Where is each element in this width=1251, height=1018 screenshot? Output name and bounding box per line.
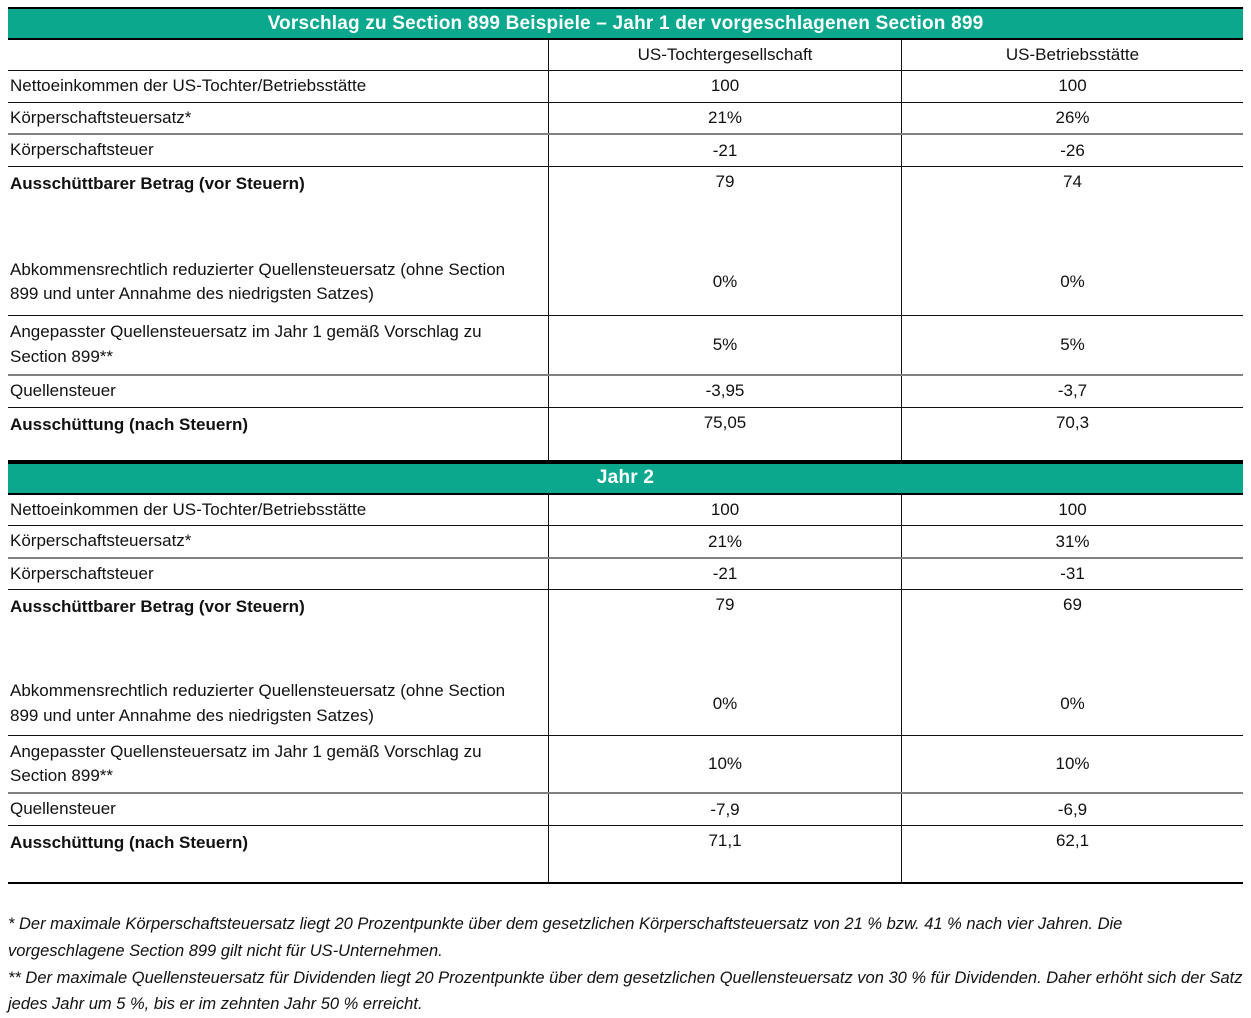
table1-title: Vorschlag zu Section 899 Beispiele – Jah… xyxy=(267,12,984,34)
row-value-subsidiary: 79 xyxy=(548,590,901,673)
row-value-pe: 70,3 xyxy=(901,407,1243,460)
row-value-pe: 69 xyxy=(901,590,1243,673)
row-value-subsidiary: -21 xyxy=(548,135,901,166)
table-row: Angepasster Quellensteuersatz im Jahr 1 … xyxy=(8,315,1243,376)
table-row: Ausschüttung (nach Steuern) 75,05 70,3 xyxy=(8,407,1243,460)
table2-body: Nettoeinkommen der US-Tochter/Betriebsst… xyxy=(8,494,1243,885)
table-row: Körperschaftsteuersatz* 21% 26% xyxy=(8,102,1243,136)
table-row: Körperschaftsteuersatz* 21% 31% xyxy=(8,526,1243,559)
row-label: Nettoeinkommen der US-Tochter/Betriebsst… xyxy=(10,76,367,95)
row-label: Angepasster Quellensteuersatz im Jahr 1 … xyxy=(10,741,482,786)
row-label: Ausschüttbarer Betrag (vor Steuern) xyxy=(10,597,305,617)
table-row: Abkommensrechtlich reduzierter Quellenst… xyxy=(8,672,1243,737)
column-header-subsidiary: US-Tochtergesellschaft xyxy=(548,40,901,70)
row-value-pe: 100 xyxy=(901,71,1243,102)
row-label: Angepasster Quellensteuersatz im Jahr 1 … xyxy=(10,322,482,366)
row-value-pe: 74 xyxy=(901,166,1243,250)
table1-body: Nettoeinkommen der US-Tochter/Betriebsst… xyxy=(8,71,1243,462)
row-label: Ausschüttung (nach Steuern) xyxy=(10,414,249,434)
table-jahr1: Vorschlag zu Section 899 Beispiele – Jah… xyxy=(8,7,1243,462)
row-label: Abkommensrechtlich reduzierter Quellenst… xyxy=(10,681,506,725)
row-label: Ausschüttbarer Betrag (vor Steuern) xyxy=(10,173,305,193)
row-value-pe: 5% xyxy=(901,315,1243,374)
row-value-pe: 100 xyxy=(901,494,1243,526)
table-row: Ausschüttung (nach Steuern) 71,1 62,1 xyxy=(8,826,1243,883)
table-row: Nettoeinkommen der US-Tochter/Betriebsst… xyxy=(8,494,1243,527)
row-value-subsidiary: 100 xyxy=(548,71,901,102)
row-value-pe: 0% xyxy=(901,672,1243,736)
row-value-subsidiary: 100 xyxy=(548,494,901,526)
row-value-subsidiary: 21% xyxy=(548,526,901,557)
table2-title-bar: Jahr 2 xyxy=(8,461,1243,495)
row-value-subsidiary: 0% xyxy=(548,672,901,736)
row-label: Quellensteuer xyxy=(10,380,116,400)
table-row: Angepasster Quellensteuersatz im Jahr 1 … xyxy=(8,736,1243,795)
row-value-subsidiary: 5% xyxy=(548,315,901,374)
table-jahr2: Jahr 2 Nettoeinkommen der US-Tochter/Bet… xyxy=(8,461,1243,885)
row-value-subsidiary: 75,05 xyxy=(548,407,901,460)
document-page: Vorschlag zu Section 899 Beispiele – Jah… xyxy=(8,7,1243,1018)
row-value-subsidiary: -21 xyxy=(548,558,901,590)
table-row: Ausschüttbarer Betrag (vor Steuern) 79 69 xyxy=(8,590,1243,673)
row-value-subsidiary: 0% xyxy=(548,249,901,315)
row-value-pe: 31% xyxy=(901,526,1243,557)
row-value-subsidiary: -3,95 xyxy=(548,375,901,407)
column-header-empty xyxy=(8,40,548,70)
row-value-pe: -3,7 xyxy=(901,375,1243,407)
footnote-2: ** Der maximale Quellensteuersatz für Di… xyxy=(8,968,1243,1014)
row-value-pe: -31 xyxy=(901,558,1243,590)
table-row: Körperschaftsteuer -21 -31 xyxy=(8,558,1243,591)
table-row: Körperschaftsteuer -21 -26 xyxy=(8,135,1243,167)
row-label: Körperschaftsteuersatz* xyxy=(10,107,192,127)
row-value-subsidiary: -7,9 xyxy=(548,794,901,826)
footnote-1: * Der maximale Körperschaftsteuersatz li… xyxy=(8,915,1123,960)
row-value-pe: 10% xyxy=(901,736,1243,793)
table-row: Quellensteuer -3,95 -3,7 xyxy=(8,375,1243,408)
row-value-pe: 26% xyxy=(901,102,1243,134)
row-value-subsidiary: 10% xyxy=(548,736,901,793)
row-label: Nettoeinkommen der US-Tochter/Betriebsst… xyxy=(10,499,367,519)
table-row: Nettoeinkommen der US-Tochter/Betriebsst… xyxy=(8,71,1243,103)
row-value-subsidiary: 71,1 xyxy=(548,826,901,883)
table-row: Ausschüttbarer Betrag (vor Steuern) 79 74 xyxy=(8,166,1243,250)
footnotes: * Der maximale Körperschaftsteuersatz li… xyxy=(8,911,1243,1018)
row-label: Körperschaftsteuersatz* xyxy=(10,531,192,551)
row-value-pe: 0% xyxy=(901,249,1243,315)
table1-column-header-row: US-Tochtergesellschaft US-Betriebsstätte xyxy=(8,40,1243,71)
row-label: Körperschaftsteuer xyxy=(10,140,154,160)
row-value-subsidiary: 21% xyxy=(548,102,901,134)
row-label: Körperschaftsteuer xyxy=(10,563,154,583)
row-label: Ausschüttung (nach Steuern) xyxy=(10,833,249,853)
column-header-pe: US-Betriebsstätte xyxy=(901,40,1243,70)
row-label: Quellensteuer xyxy=(10,799,116,819)
table1-title-bar: Vorschlag zu Section 899 Beispiele – Jah… xyxy=(8,7,1243,40)
row-value-pe: -6,9 xyxy=(901,794,1243,826)
table2-title: Jahr 2 xyxy=(596,467,655,489)
row-value-subsidiary: 79 xyxy=(548,166,901,250)
table-row: Abkommensrechtlich reduzierter Quellenst… xyxy=(8,249,1243,316)
row-value-pe: 62,1 xyxy=(901,826,1243,883)
table-row: Quellensteuer -7,9 -6,9 xyxy=(8,794,1243,827)
row-value-pe: -26 xyxy=(901,135,1243,166)
row-label: Abkommensrechtlich reduzierter Quellenst… xyxy=(10,259,506,304)
